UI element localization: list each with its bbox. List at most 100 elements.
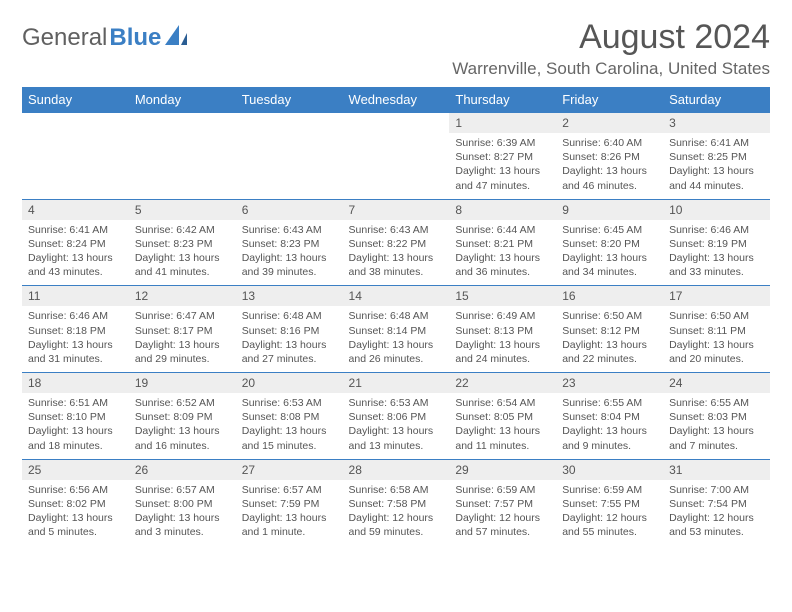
sunset-text: Sunset: 8:23 PM [135,237,230,251]
daylight-text: Daylight: 13 hours and 13 minutes. [349,424,444,452]
daylight-text: Daylight: 13 hours and 43 minutes. [28,251,123,279]
day-number: 9 [556,200,663,220]
daylight-text: Daylight: 13 hours and 41 minutes. [135,251,230,279]
calendar-week-row: 1Sunrise: 6:39 AMSunset: 8:27 PMDaylight… [22,113,770,200]
daylight-text: Daylight: 12 hours and 53 minutes. [669,511,764,539]
day-number: 15 [449,286,556,306]
calendar-cell: 20Sunrise: 6:53 AMSunset: 8:08 PMDayligh… [236,373,343,460]
daylight-text: Daylight: 13 hours and 5 minutes. [28,511,123,539]
day-number: 29 [449,460,556,480]
sunset-text: Sunset: 8:16 PM [242,324,337,338]
sunset-text: Sunset: 8:04 PM [562,410,657,424]
calendar-cell: 2 Sunrise: 6:40 AMSunset: 8:26 PMDaylight… [556,113,663,200]
calendar-header-row: SundayMondayTuesdayWednesdayThursdayFrid… [22,87,770,113]
logo-text-blue: Blue [109,24,161,52]
sunset-text: Sunset: 8:21 PM [455,237,550,251]
cell-body: Sunrise: 6:57 AMSunset: 7:59 PMDaylight:… [236,480,343,546]
sunset-text: Sunset: 8:19 PM [669,237,764,251]
sunrise-text: Sunrise: 6:41 AM [669,136,764,150]
sunrise-text: Sunrise: 6:43 AM [242,223,337,237]
day-number: 23 [556,373,663,393]
month-title: August 2024 [452,18,770,57]
calendar-cell [22,113,129,200]
calendar-cell: 17Sunrise: 6:50 AMSunset: 8:11 PMDayligh… [663,286,770,373]
sunrise-text: Sunrise: 6:58 AM [349,483,444,497]
logo: GeneralBlue [22,24,189,52]
cell-body: Sunrise: 6:43 AMSunset: 8:22 PMDaylight:… [343,220,450,286]
sunrise-text: Sunrise: 6:54 AM [455,396,550,410]
sunrise-text: Sunrise: 6:47 AM [135,309,230,323]
day-number: 4 [22,200,129,220]
day-number: 14 [343,286,450,306]
cell-body: Sunrise: 6:44 AMSunset: 8:21 PMDaylight:… [449,220,556,286]
calendar-cell: 4Sunrise: 6:41 AMSunset: 8:24 PMDaylight… [22,199,129,286]
day-number: 19 [129,373,236,393]
calendar-cell: 11Sunrise: 6:46 AMSunset: 8:18 PMDayligh… [22,286,129,373]
sunrise-text: Sunrise: 6:55 AM [562,396,657,410]
sunset-text: Sunset: 8:23 PM [242,237,337,251]
sunrise-text: Sunrise: 6:52 AM [135,396,230,410]
calendar-cell: 16Sunrise: 6:50 AMSunset: 8:12 PMDayligh… [556,286,663,373]
calendar-week-row: 4Sunrise: 6:41 AMSunset: 8:24 PMDaylight… [22,199,770,286]
sunrise-text: Sunrise: 6:44 AM [455,223,550,237]
sunset-text: Sunset: 8:17 PM [135,324,230,338]
day-number: 20 [236,373,343,393]
cell-body: Sunrise: 6:53 AMSunset: 8:06 PMDaylight:… [343,393,450,459]
calendar-cell: 5Sunrise: 6:42 AMSunset: 8:23 PMDaylight… [129,199,236,286]
day-header: Thursday [449,87,556,113]
sunset-text: Sunset: 8:14 PM [349,324,444,338]
sunset-text: Sunset: 8:25 PM [669,150,764,164]
sunrise-text: Sunrise: 6:48 AM [349,309,444,323]
daylight-text: Daylight: 13 hours and 34 minutes. [562,251,657,279]
daylight-text: Daylight: 13 hours and 46 minutes. [562,164,657,192]
day-number: 2 [556,113,663,133]
daylight-text: Daylight: 13 hours and 27 minutes. [242,338,337,366]
calendar-cell [343,113,450,200]
day-number: 26 [129,460,236,480]
sunset-text: Sunset: 8:27 PM [455,150,550,164]
day-number: 3 [663,113,770,133]
calendar-table: SundayMondayTuesdayWednesdayThursdayFrid… [22,87,770,545]
cell-body: Sunrise: 6:46 AMSunset: 8:18 PMDaylight:… [22,306,129,372]
cell-body: Sunrise: 6:55 AMSunset: 8:03 PMDaylight:… [663,393,770,459]
daylight-text: Daylight: 13 hours and 29 minutes. [135,338,230,366]
cell-body: Sunrise: 6:43 AMSunset: 8:23 PMDaylight:… [236,220,343,286]
daylight-text: Daylight: 13 hours and 1 minute. [242,511,337,539]
calendar-cell: 30Sunrise: 6:59 AMSunset: 7:55 PMDayligh… [556,459,663,545]
daylight-text: Daylight: 13 hours and 36 minutes. [455,251,550,279]
header: GeneralBlue August 2024 Warrenville, Sou… [22,18,770,79]
sunrise-text: Sunrise: 6:57 AM [135,483,230,497]
day-header: Wednesday [343,87,450,113]
sunset-text: Sunset: 8:06 PM [349,410,444,424]
cell-body: Sunrise: 6:59 AMSunset: 7:57 PMDaylight:… [449,480,556,546]
cell-body: Sunrise: 6:46 AMSunset: 8:19 PMDaylight:… [663,220,770,286]
day-number: 27 [236,460,343,480]
daylight-text: Daylight: 13 hours and 39 minutes. [242,251,337,279]
sunrise-text: Sunrise: 6:40 AM [562,136,657,150]
sunset-text: Sunset: 8:13 PM [455,324,550,338]
sunrise-text: Sunrise: 6:55 AM [669,396,764,410]
cell-body: Sunrise: 6:55 AMSunset: 8:04 PMDaylight:… [556,393,663,459]
day-number: 21 [343,373,450,393]
calendar-cell: 24Sunrise: 6:55 AMSunset: 8:03 PMDayligh… [663,373,770,460]
daylight-text: Daylight: 13 hours and 9 minutes. [562,424,657,452]
calendar-cell: 31Sunrise: 7:00 AMSunset: 7:54 PMDayligh… [663,459,770,545]
sunset-text: Sunset: 8:03 PM [669,410,764,424]
calendar-cell: 14Sunrise: 6:48 AMSunset: 8:14 PMDayligh… [343,286,450,373]
sunset-text: Sunset: 8:26 PM [562,150,657,164]
cell-body: Sunrise: 6:48 AMSunset: 8:16 PMDaylight:… [236,306,343,372]
day-number: 17 [663,286,770,306]
sunset-text: Sunset: 8:00 PM [135,497,230,511]
sunset-text: Sunset: 8:09 PM [135,410,230,424]
calendar-cell [129,113,236,200]
logo-sail-icon [165,24,189,52]
daylight-text: Daylight: 13 hours and 24 minutes. [455,338,550,366]
calendar-cell: 1Sunrise: 6:39 AMSunset: 8:27 PMDaylight… [449,113,556,200]
sunset-text: Sunset: 7:58 PM [349,497,444,511]
sunset-text: Sunset: 8:11 PM [669,324,764,338]
logo-text-general: General [22,24,107,52]
calendar-cell: 27Sunrise: 6:57 AMSunset: 7:59 PMDayligh… [236,459,343,545]
calendar-cell: 10Sunrise: 6:46 AMSunset: 8:19 PMDayligh… [663,199,770,286]
day-number: 10 [663,200,770,220]
day-header: Saturday [663,87,770,113]
